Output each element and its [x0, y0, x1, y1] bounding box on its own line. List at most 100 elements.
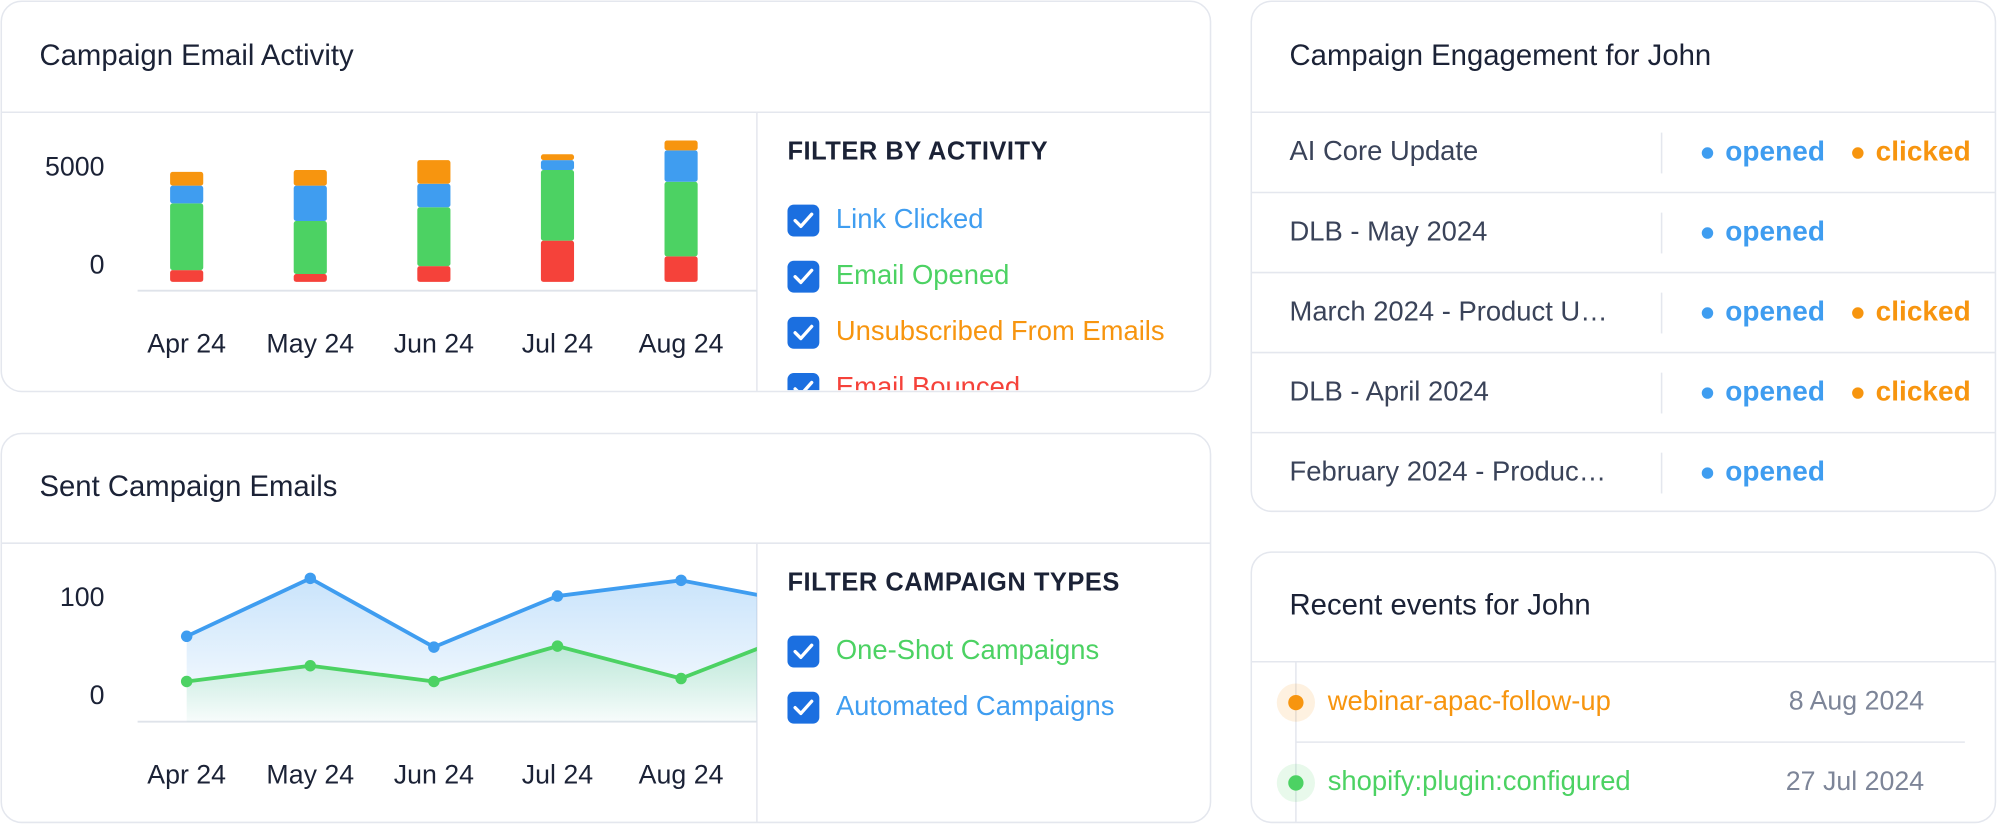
- point: [428, 641, 440, 653]
- campaign-name: February 2024 - Produc…: [1290, 455, 1607, 486]
- x-tick-label: Jun 24: [394, 329, 474, 359]
- x-tick-label: May 24: [266, 329, 354, 359]
- status-label: opened: [1725, 135, 1825, 166]
- y-tick-label: 0: [90, 680, 105, 710]
- legend-item: Automated Campaigns: [836, 690, 1115, 721]
- area: [186, 646, 757, 722]
- legend-title: FILTER CAMPAIGN TYPES: [787, 569, 1119, 597]
- line: [185, 576, 757, 650]
- bar-segment: [417, 183, 451, 208]
- line-plot: [180, 572, 757, 722]
- x-tick-label: Aug 24: [639, 760, 724, 790]
- y-tick-label: 100: [60, 582, 105, 612]
- point: [180, 675, 193, 688]
- x-tick-label: Jul 24: [522, 329, 593, 359]
- event-dot: [1288, 775, 1304, 791]
- campaign-name: AI Core Update: [1290, 135, 1479, 166]
- bar-segment: [293, 169, 327, 186]
- legend-item: One-Shot Campaigns: [836, 634, 1099, 665]
- status-dot: [1701, 147, 1714, 159]
- campaign-name: March 2024 - Product U…: [1290, 295, 1608, 326]
- status-dot: [1701, 467, 1714, 479]
- check-icon: [793, 643, 814, 659]
- point: [675, 672, 687, 685]
- x-tick-label: Jun 24: [394, 760, 474, 790]
- bar-segment: [664, 150, 698, 182]
- campaign-filter: FILTER CAMPAIGN TYPES One-Shot Campaigns A…: [787, 569, 1119, 724]
- checkbox: [787, 260, 820, 293]
- checkbox: [787, 635, 820, 668]
- panel-title: Sent Campaign Emails: [40, 470, 338, 503]
- bar-segment: [170, 171, 204, 186]
- bar-segment: [293, 185, 327, 222]
- point: [551, 590, 564, 602]
- panel-title: Campaign Email Activity: [40, 39, 354, 72]
- status-dot: [1701, 387, 1714, 399]
- line: [186, 644, 757, 684]
- bar-segment: [664, 140, 698, 151]
- y-tick-label: 0: [90, 250, 105, 280]
- x-tick-label: Apr 24: [147, 329, 226, 359]
- status-dot: [1701, 227, 1714, 239]
- legend-item: Unsubscribed From Emails: [836, 315, 1165, 346]
- events-panel: [1250, 551, 1997, 824]
- point: [304, 660, 317, 672]
- bar-segment: [417, 207, 451, 267]
- activity-panel: [0, 0, 1212, 393]
- bar-segment: [170, 203, 204, 271]
- y-tick-label: 5000: [45, 151, 104, 181]
- point: [304, 572, 317, 585]
- status-label: opened: [1725, 375, 1825, 406]
- bar-segment: [170, 270, 204, 282]
- status-dot: [1852, 387, 1864, 399]
- check-icon: [793, 268, 814, 285]
- point: [428, 675, 440, 688]
- bar-segment: [540, 240, 575, 282]
- event-name: shopify:plugin:configured: [1328, 765, 1631, 796]
- checkbox: [787, 204, 820, 237]
- bar-segment: [664, 181, 698, 257]
- status-label: clicked: [1876, 135, 1971, 166]
- point: [675, 574, 687, 587]
- event-dot: [1288, 694, 1304, 711]
- legend-item: Link Clicked: [836, 203, 984, 234]
- x-tick-label: May 24: [266, 760, 354, 790]
- checkbox: [787, 316, 820, 349]
- status-label: clicked: [1876, 295, 1971, 326]
- legend-item: Email Opened: [836, 259, 1010, 290]
- point: [180, 630, 193, 643]
- engagement-panel: [1250, 0, 1997, 513]
- x-tick-label: Aug 24: [639, 329, 724, 359]
- status-dot: [1852, 147, 1864, 159]
- activity-filter: FILTER BY ACTIVITY Link Clicked Email Open…: [787, 138, 1165, 402]
- status-label: clicked: [1876, 375, 1971, 406]
- bar-segment: [293, 274, 327, 282]
- x-tick-label: Apr 24: [147, 760, 226, 790]
- legend-title: FILTER BY ACTIVITY: [787, 138, 1048, 166]
- status-dot: [1701, 307, 1714, 319]
- bar-segment: [417, 160, 451, 184]
- status-label: opened: [1725, 215, 1825, 246]
- panel-title: Recent events for John: [1290, 589, 1591, 622]
- bar-segment: [540, 160, 575, 170]
- status-dot: [1852, 307, 1864, 319]
- checkbox: [787, 691, 820, 724]
- check-icon: [793, 699, 814, 716]
- panel-title: Campaign Engagement for John: [1290, 39, 1712, 72]
- status-label: opened: [1725, 455, 1825, 486]
- bar-segment: [540, 169, 575, 241]
- event-date: 27 Jul 2024: [1786, 766, 1924, 796]
- point: [551, 640, 564, 652]
- check-icon: [793, 212, 814, 228]
- check-icon: [793, 324, 814, 341]
- check-icon: [793, 380, 814, 391]
- legend-item: Email Bounced: [836, 371, 1020, 402]
- x-tick-label: Jul 24: [522, 760, 593, 790]
- bar-segment: [664, 256, 698, 282]
- campaign-name: DLB - April 2024: [1290, 375, 1489, 406]
- event-date: 8 Aug 2024: [1789, 686, 1924, 716]
- checkbox: [787, 372, 820, 391]
- status-label: opened: [1725, 295, 1825, 326]
- event-name: webinar-apac-follow-up: [1327, 685, 1611, 716]
